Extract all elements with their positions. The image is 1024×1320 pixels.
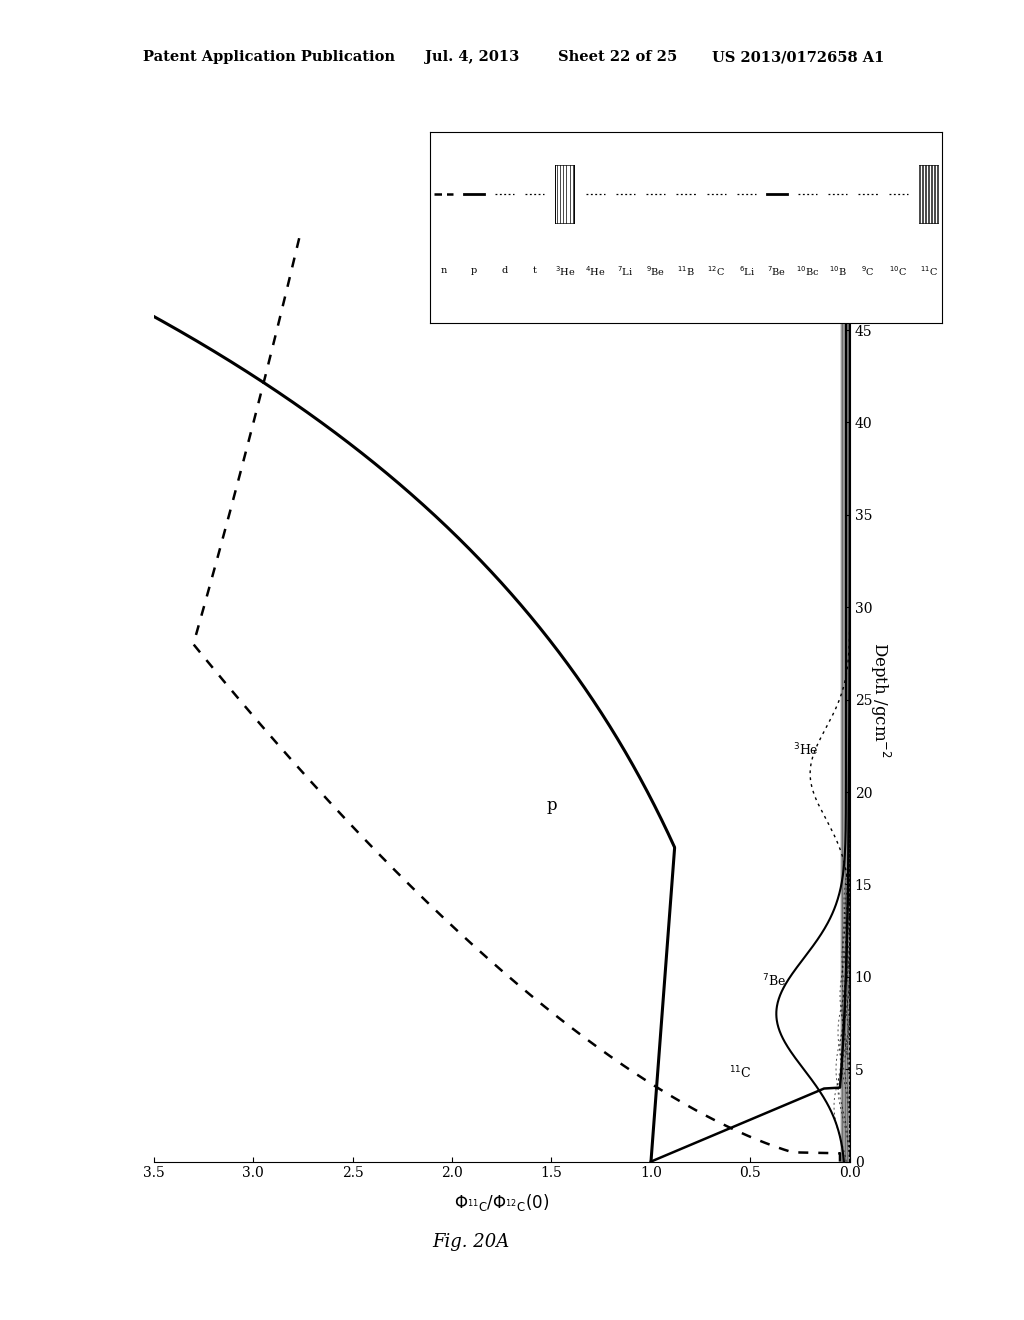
Text: $^{9}$C: $^{9}$C bbox=[861, 264, 874, 277]
Text: $^{4}$He: $^{4}$He bbox=[585, 264, 605, 277]
Y-axis label: Depth /gcm$^{-2}$: Depth /gcm$^{-2}$ bbox=[867, 642, 892, 758]
Text: $^{10}$B: $^{10}$B bbox=[828, 264, 847, 277]
Text: $^{10}$Bc: $^{10}$Bc bbox=[796, 264, 819, 277]
Text: $^{3}$He: $^{3}$He bbox=[555, 264, 575, 277]
Text: $^{11}$B: $^{11}$B bbox=[677, 264, 695, 277]
Text: $^{10}$C: $^{10}$C bbox=[889, 264, 907, 277]
Text: $^{7}$Be: $^{7}$Be bbox=[762, 973, 786, 989]
Text: $^{7}$Be: $^{7}$Be bbox=[767, 264, 786, 277]
Text: $^{9}$Be: $^{9}$Be bbox=[646, 264, 666, 277]
Text: $^{3}$He: $^{3}$He bbox=[794, 742, 819, 758]
Text: Fig. 20A: Fig. 20A bbox=[432, 1233, 510, 1251]
Text: $^{6}$Li: $^{6}$Li bbox=[738, 264, 755, 277]
Text: d: d bbox=[501, 267, 507, 276]
Text: $^{11}$C: $^{11}$C bbox=[920, 264, 938, 277]
X-axis label: $\Phi_{^{11}\mathrm{C}}/\Phi_{^{12}\mathrm{C}}(0)$: $\Phi_{^{11}\mathrm{C}}/\Phi_{^{12}\math… bbox=[455, 1192, 549, 1213]
Text: Jul. 4, 2013: Jul. 4, 2013 bbox=[425, 50, 519, 65]
Text: $^{11}$C: $^{11}$C bbox=[729, 1065, 752, 1081]
Text: $^{12}$C: $^{12}$C bbox=[708, 264, 725, 277]
Text: Patent Application Publication: Patent Application Publication bbox=[143, 50, 395, 65]
Text: Sheet 22 of 25: Sheet 22 of 25 bbox=[558, 50, 677, 65]
Text: t: t bbox=[532, 267, 537, 276]
Text: US 2013/0172658 A1: US 2013/0172658 A1 bbox=[712, 50, 884, 65]
Text: p: p bbox=[546, 797, 557, 814]
Text: $^{7}$Li: $^{7}$Li bbox=[617, 264, 634, 277]
Text: n: n bbox=[440, 267, 446, 276]
Text: p: p bbox=[471, 267, 477, 276]
Bar bbox=[840, 238, 850, 1162]
